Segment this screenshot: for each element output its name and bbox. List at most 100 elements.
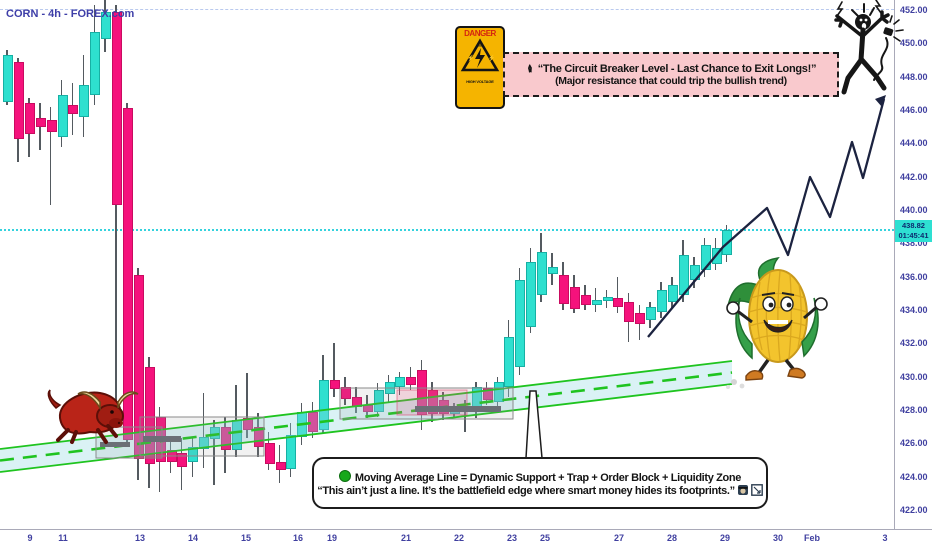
current-price-badge: 438.82 01:45:41: [895, 219, 932, 242]
time-axis-label: 25: [539, 533, 551, 543]
candle: [210, 426, 221, 439]
time-axis-label: 29: [719, 533, 731, 543]
corn-mascot-illustration: [726, 256, 828, 389]
price-axis-label: 424.00: [900, 471, 928, 482]
danger-sign-title: DANGER: [464, 29, 496, 38]
ma-callout: Moving Average Line = Dynamic Support + …: [312, 457, 768, 509]
pen-icon: ✒: [524, 63, 538, 74]
time-axis-label: 3: [882, 533, 888, 543]
price-axis-label: 436.00: [900, 271, 928, 282]
candle: [3, 55, 13, 102]
high-voltage-triangle-icon: ☠ ⚡ ⚡: [460, 38, 500, 72]
candle: [558, 275, 569, 304]
candle: [319, 380, 330, 431]
time-axis-label: 27: [613, 533, 625, 543]
candle: [537, 251, 548, 296]
price-axis-label: 452.00: [900, 5, 928, 15]
price-axis-label: 438.00: [900, 238, 928, 249]
symbol-title: CORN - 4h - FOREX.com: [6, 8, 135, 20]
ma-callout-line2: “This ain’t just a line. It’s the battle…: [314, 483, 766, 497]
candle: [79, 85, 90, 117]
resistance-callout-line2: (Major resistance that could trip the bu…: [555, 75, 787, 87]
candle: [221, 426, 231, 451]
price-axis-label: 434.00: [900, 305, 928, 315]
candle-wick: [333, 343, 335, 397]
candle: [340, 386, 351, 399]
candle: [112, 11, 122, 206]
candle-wick: [202, 393, 204, 469]
candle: [700, 245, 711, 271]
candle: [635, 313, 646, 324]
price-axis-label: 432.00: [900, 338, 928, 349]
svg-text:⚡: ⚡: [467, 54, 474, 62]
candle: [46, 120, 57, 132]
spy-icon: [737, 484, 748, 495]
candle-wick: [115, 5, 117, 410]
candle: [406, 376, 417, 386]
candle: [286, 435, 297, 469]
price-axis-label: 442.00: [900, 171, 928, 182]
time-axis-label: 21: [400, 533, 412, 543]
time-axis-label: 28: [666, 533, 678, 543]
time-axis-label: Feb: [803, 533, 821, 543]
candle: [646, 306, 657, 321]
candle: [591, 300, 602, 305]
price-axis-label: 440.00: [900, 205, 928, 215]
candle: [580, 295, 591, 306]
candle: [253, 426, 264, 447]
candle: [264, 443, 275, 464]
price-axis-label: 428.00: [900, 405, 928, 415]
price-axis-label: 450.00: [900, 38, 928, 49]
current-price-value: 438.82: [902, 220, 925, 230]
price-axis-label: 430.00: [900, 371, 928, 382]
time-axis-label: 14: [187, 533, 199, 543]
candle-wick: [594, 288, 597, 312]
candle: [275, 461, 286, 471]
time-axis-label: 22: [453, 533, 465, 543]
zigzag-arrow: [647, 95, 886, 338]
ma-callout-line1: Moving Average Line = Dynamic Support + …: [314, 469, 766, 484]
time-axis-label: 23: [506, 533, 518, 543]
candle: [515, 280, 526, 367]
time-axis-label: 11: [58, 533, 68, 543]
candle: [101, 11, 112, 39]
candle: [548, 266, 558, 274]
danger-sign-subtitle: HIGH VOLTAGE: [466, 79, 494, 84]
candle: [68, 105, 79, 114]
candle: [122, 108, 133, 441]
candle: [144, 366, 155, 464]
time-axis-label: 19: [326, 533, 338, 543]
current-price-line: [0, 228, 894, 231]
resistance-dashed-line: [0, 9, 894, 10]
candle: [90, 31, 101, 96]
candle: [613, 298, 624, 307]
candle: [373, 390, 384, 412]
candle: [602, 296, 613, 302]
candle: [569, 286, 580, 309]
candle: [24, 103, 35, 134]
candle: [177, 453, 188, 467]
candle-wick: [246, 373, 248, 439]
price-axis-label: 426.00: [900, 438, 928, 449]
candle-wick: [616, 276, 619, 314]
candle: [188, 446, 199, 462]
candle: [330, 380, 340, 389]
candle: [395, 376, 406, 387]
time-axis-label: 15: [240, 533, 252, 543]
time-axis-label: 13: [134, 533, 146, 543]
time-axis-line: [0, 529, 932, 530]
green-circle-icon: [338, 469, 351, 482]
electrocuted-figure-illustration: [834, 0, 904, 95]
candle-wick: [213, 420, 215, 485]
danger-sign: DANGER ☠ ⚡ ⚡ HIGH VOLTAGE: [455, 26, 505, 109]
bar-countdown: 01:45:41: [898, 231, 929, 241]
callout-stem: [525, 390, 543, 459]
candle: [57, 95, 68, 137]
candle: [504, 336, 515, 387]
time-axis-label: 16: [292, 533, 304, 543]
candle: [482, 388, 493, 401]
resistance-callout-line1: ✒“The Circuit Breaker Level - Last Chanc…: [524, 63, 817, 75]
